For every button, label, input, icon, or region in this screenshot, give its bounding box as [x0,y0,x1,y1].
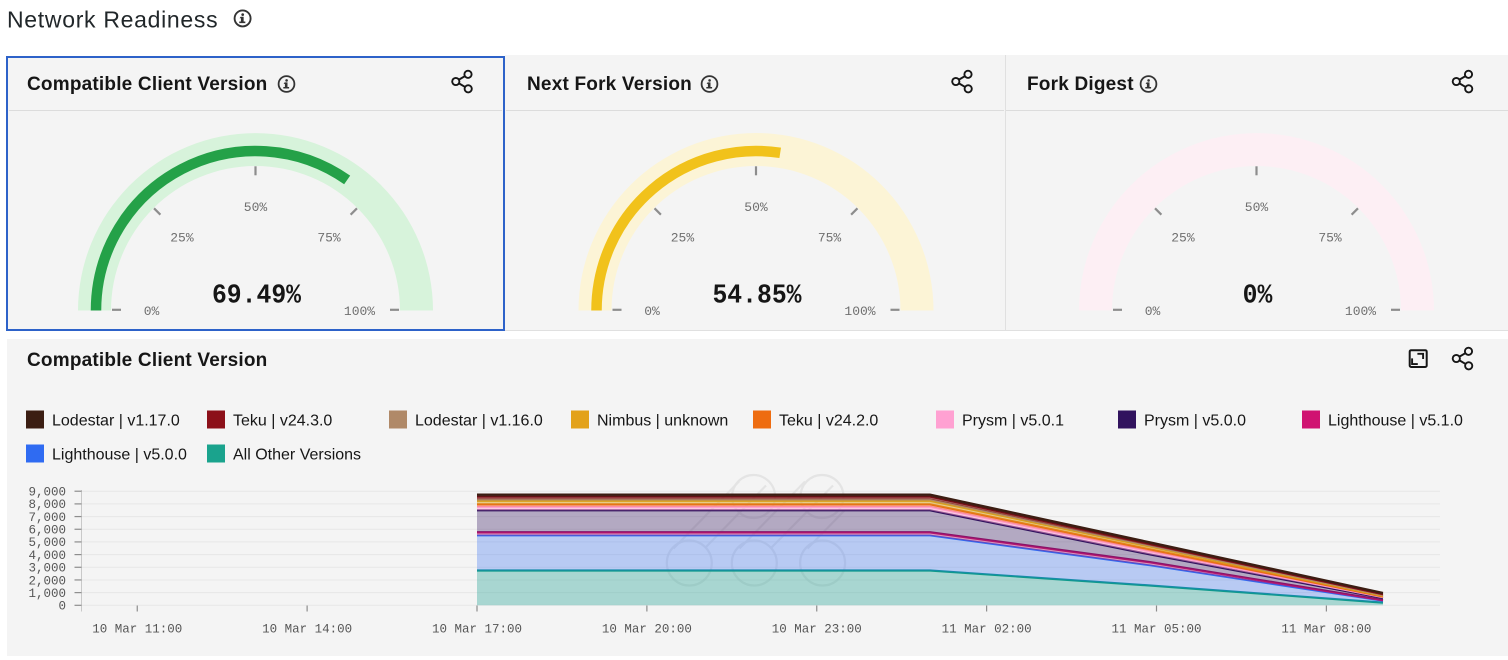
svg-text:5,000: 5,000 [28,536,66,550]
svg-text:75%: 75% [1318,230,1342,245]
svg-text:3,000: 3,000 [28,562,66,576]
svg-text:Fork Digest: Fork Digest [1027,74,1134,95]
svg-text:25%: 25% [671,230,695,245]
svg-text:Lodestar | v1.16.0: Lodestar | v1.16.0 [415,413,543,430]
svg-text:2,000: 2,000 [28,574,66,588]
svg-text:75%: 75% [317,230,341,245]
svg-text:9,000: 9,000 [28,486,66,500]
svg-text:Network Readiness: Network Readiness [7,7,218,33]
svg-text:11 Mar 02:00: 11 Mar 02:00 [942,623,1032,637]
svg-text:11 Mar 08:00: 11 Mar 08:00 [1281,623,1371,637]
svg-text:10 Mar 17:00: 10 Mar 17:00 [432,623,522,637]
svg-text:Lighthouse | v5.1.0: Lighthouse | v5.1.0 [1328,413,1463,430]
svg-text:0%: 0% [1145,304,1161,319]
svg-text:10 Mar 23:00: 10 Mar 23:00 [772,623,862,637]
svg-text:100%: 100% [344,304,375,319]
svg-text:8,000: 8,000 [28,498,66,512]
svg-text:Nimbus | unknown: Nimbus | unknown [597,413,728,430]
svg-text:Lighthouse | v5.0.0: Lighthouse | v5.0.0 [52,447,187,464]
svg-text:100%: 100% [844,304,875,319]
svg-text:Teku | v24.2.0: Teku | v24.2.0 [779,413,878,430]
svg-text:50%: 50% [744,200,768,215]
svg-text:50%: 50% [1245,200,1269,215]
svg-text:4,000: 4,000 [28,549,66,563]
svg-text:All Other Versions: All Other Versions [233,447,361,464]
svg-text:69.49%: 69.49% [212,282,302,312]
svg-text:Compatible Client Version: Compatible Client Version [27,74,267,95]
svg-text:100%: 100% [1345,304,1376,319]
svg-text:Lodestar | v1.17.0: Lodestar | v1.17.0 [52,413,180,430]
svg-text:25%: 25% [170,230,194,245]
svg-text:Compatible Client Version: Compatible Client Version [27,350,267,371]
svg-text:7,000: 7,000 [28,511,66,525]
svg-text:75%: 75% [818,230,842,245]
svg-text:6,000: 6,000 [28,524,66,538]
svg-text:0%: 0% [1243,282,1273,312]
svg-text:0%: 0% [144,304,160,319]
svg-text:10 Mar 11:00: 10 Mar 11:00 [92,623,182,637]
svg-text:Prysm | v5.0.0: Prysm | v5.0.0 [1144,413,1246,430]
svg-text:Teku | v24.3.0: Teku | v24.3.0 [233,413,332,430]
svg-text:54.85%: 54.85% [712,282,802,312]
svg-text:1,000: 1,000 [28,587,66,601]
svg-text:0%: 0% [644,304,660,319]
svg-text:Prysm | v5.0.1: Prysm | v5.0.1 [962,413,1064,430]
svg-text:0: 0 [58,600,66,614]
svg-text:10 Mar 14:00: 10 Mar 14:00 [262,623,352,637]
svg-text:Next Fork Version: Next Fork Version [527,74,692,95]
svg-text:50%: 50% [244,200,268,215]
svg-text:10 Mar 20:00: 10 Mar 20:00 [602,623,692,637]
svg-text:25%: 25% [1171,230,1195,245]
svg-text:11 Mar 05:00: 11 Mar 05:00 [1111,623,1201,637]
